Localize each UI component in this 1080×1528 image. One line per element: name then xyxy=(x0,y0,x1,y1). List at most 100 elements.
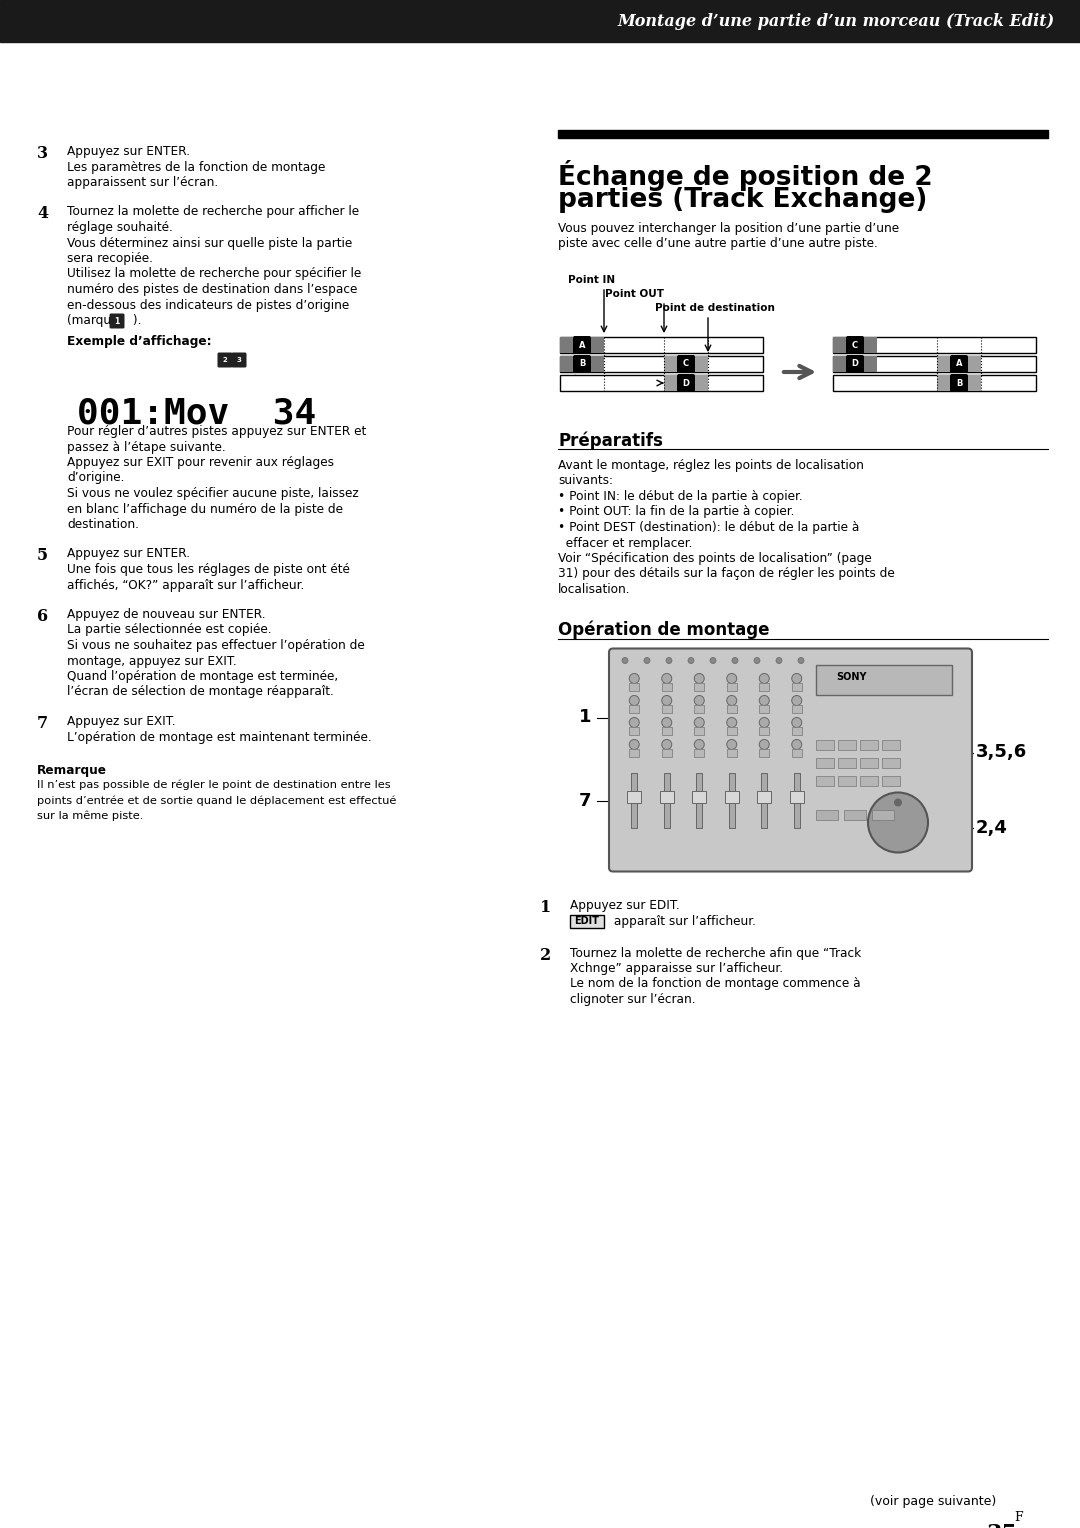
Circle shape xyxy=(662,674,672,683)
Text: 3,5,6: 3,5,6 xyxy=(976,744,1027,761)
Bar xyxy=(727,726,737,735)
Bar xyxy=(860,776,878,785)
Text: SONY: SONY xyxy=(836,672,866,683)
Bar xyxy=(694,749,704,756)
Text: Appuyez de nouveau sur ENTER.: Appuyez de nouveau sur ENTER. xyxy=(67,608,266,620)
Bar xyxy=(816,758,834,767)
Circle shape xyxy=(727,674,737,683)
Bar xyxy=(630,683,639,691)
Text: 001:Mov  34: 001:Mov 34 xyxy=(77,397,316,431)
Circle shape xyxy=(894,799,902,807)
Text: clignoter sur l’écran.: clignoter sur l’écran. xyxy=(570,993,696,1005)
Bar xyxy=(872,810,894,819)
Circle shape xyxy=(710,657,716,663)
Circle shape xyxy=(792,695,801,706)
FancyBboxPatch shape xyxy=(609,648,972,871)
Text: 1: 1 xyxy=(579,709,591,726)
Bar xyxy=(570,915,604,927)
Bar xyxy=(630,749,639,756)
Text: suivants:: suivants: xyxy=(558,475,613,487)
Bar xyxy=(794,773,800,828)
Bar xyxy=(816,810,838,819)
Bar xyxy=(561,374,762,391)
Bar xyxy=(833,338,1036,353)
Text: B: B xyxy=(579,359,585,368)
Bar xyxy=(816,665,951,695)
FancyBboxPatch shape xyxy=(677,374,696,393)
Bar xyxy=(792,726,801,735)
Bar xyxy=(660,790,674,802)
Bar xyxy=(0,0,1080,41)
Circle shape xyxy=(792,674,801,683)
Circle shape xyxy=(630,718,639,727)
Bar xyxy=(792,704,801,712)
Text: sur la même piste.: sur la même piste. xyxy=(37,810,144,821)
Text: localisation.: localisation. xyxy=(558,584,631,596)
Text: Point IN: Point IN xyxy=(568,275,616,286)
Bar xyxy=(729,773,734,828)
Bar xyxy=(727,683,737,691)
FancyBboxPatch shape xyxy=(109,313,124,329)
Text: 2,4: 2,4 xyxy=(976,819,1008,836)
Circle shape xyxy=(630,695,639,706)
Circle shape xyxy=(727,718,737,727)
Bar xyxy=(860,758,878,767)
Circle shape xyxy=(662,740,672,750)
Bar xyxy=(759,726,769,735)
Text: l’écran de sélection de montage réapparaît.: l’écran de sélection de montage réappara… xyxy=(67,686,334,698)
Circle shape xyxy=(622,657,627,663)
Text: apparaissent sur l’écran.: apparaissent sur l’écran. xyxy=(67,176,218,189)
Text: Appuyez sur EXIT pour revenir aux réglages: Appuyez sur EXIT pour revenir aux réglag… xyxy=(67,455,334,469)
Bar xyxy=(792,749,801,756)
Text: réglage souhaité.: réglage souhaité. xyxy=(67,222,173,234)
Bar xyxy=(860,740,878,750)
Bar xyxy=(664,356,708,371)
FancyBboxPatch shape xyxy=(950,354,968,373)
Bar xyxy=(759,749,769,756)
Text: 1: 1 xyxy=(114,316,120,325)
Text: ).: ). xyxy=(129,313,141,327)
Text: C: C xyxy=(683,359,689,368)
Bar xyxy=(561,356,604,371)
Circle shape xyxy=(868,793,928,853)
Text: 5: 5 xyxy=(37,547,49,564)
Bar xyxy=(558,130,1048,138)
Text: Xchnge” apparaisse sur l’afficheur.: Xchnge” apparaisse sur l’afficheur. xyxy=(570,963,783,975)
Text: Les paramètres de la fonction de montage: Les paramètres de la fonction de montage xyxy=(67,160,325,174)
Bar xyxy=(727,749,737,756)
Bar xyxy=(759,704,769,712)
Circle shape xyxy=(694,674,704,683)
Text: Opération de montage: Opération de montage xyxy=(558,620,769,639)
Text: Vous déterminez ainsi sur quelle piste la partie: Vous déterminez ainsi sur quelle piste l… xyxy=(67,237,352,249)
Bar xyxy=(664,374,708,391)
Text: L’opération de montage est maintenant terminée.: L’opération de montage est maintenant te… xyxy=(67,730,372,744)
Text: Tournez la molette de recherche afin que “Track: Tournez la molette de recherche afin que… xyxy=(570,946,861,960)
FancyBboxPatch shape xyxy=(573,336,591,354)
Bar xyxy=(630,704,639,712)
Text: 31) pour des détails sur la façon de régler les points de: 31) pour des détails sur la façon de rég… xyxy=(558,567,894,581)
Text: La partie sélectionnée est copiée.: La partie sélectionnée est copiée. xyxy=(67,623,271,637)
Text: numéro des pistes de destination dans l’espace: numéro des pistes de destination dans l’… xyxy=(67,283,357,296)
Bar xyxy=(662,726,672,735)
Text: 1: 1 xyxy=(540,900,551,917)
Text: Si vous ne souhaitez pas effectuer l’opération de: Si vous ne souhaitez pas effectuer l’opé… xyxy=(67,639,365,652)
Text: piste avec celle d’une autre partie d’une autre piste.: piste avec celle d’une autre partie d’un… xyxy=(558,237,878,251)
Bar xyxy=(727,704,737,712)
Text: Appuyez sur EXIT.: Appuyez sur EXIT. xyxy=(67,715,175,727)
Circle shape xyxy=(759,674,769,683)
Text: montage, appuyez sur EXIT.: montage, appuyez sur EXIT. xyxy=(67,654,237,668)
Text: D: D xyxy=(851,359,859,368)
Text: Avant le montage, réglez les points de localisation: Avant le montage, réglez les points de l… xyxy=(558,458,864,472)
Bar xyxy=(694,726,704,735)
Circle shape xyxy=(759,740,769,750)
Text: en blanc l’affichage du numéro de la piste de: en blanc l’affichage du numéro de la pis… xyxy=(67,503,343,515)
Text: Appuyez sur ENTER.: Appuyez sur ENTER. xyxy=(67,547,190,561)
Text: Appuyez sur ENTER.: Appuyez sur ENTER. xyxy=(67,145,190,157)
Text: Voir “Spécification des points de localisation” (page: Voir “Spécification des points de locali… xyxy=(558,552,872,565)
Text: • Point OUT: la fin de la partie à copier.: • Point OUT: la fin de la partie à copie… xyxy=(558,506,795,518)
Bar xyxy=(937,374,981,391)
Text: Utilisez la molette de recherche pour spécifier le: Utilisez la molette de recherche pour sp… xyxy=(67,267,361,281)
Bar xyxy=(627,790,642,802)
Text: Une fois que tous les réglages de piste ont été: Une fois que tous les réglages de piste … xyxy=(67,562,350,576)
Text: F: F xyxy=(1014,1511,1023,1523)
